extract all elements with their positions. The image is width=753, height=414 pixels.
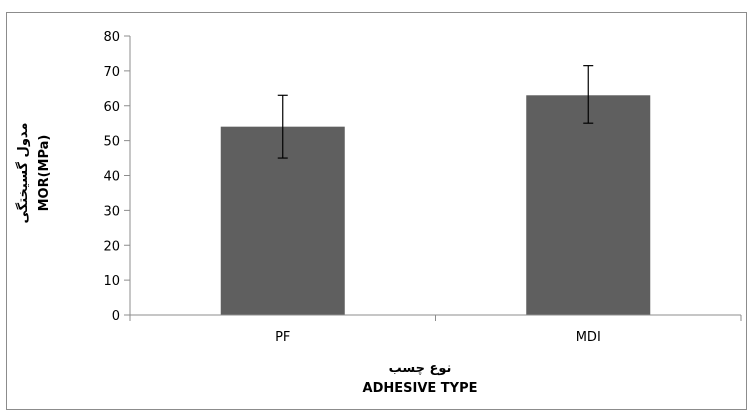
x-category-label: PF <box>275 330 290 345</box>
x-axis-labels: PF MDI <box>129 315 742 345</box>
y-axis-ticks: 0 10 20 30 40 50 60 70 80 <box>103 30 130 324</box>
bars <box>220 95 651 315</box>
y-tick-label: 40 <box>103 170 120 185</box>
y-tick-label: 20 <box>103 239 120 254</box>
y-tick-label: 10 <box>103 274 120 289</box>
y-tick-label: 0 <box>112 309 120 324</box>
error-bar-mdi <box>583 65 594 124</box>
error-bars <box>277 65 594 159</box>
x-category-label: MDI <box>576 330 601 345</box>
y-axis-title-fa: مدول گسیختگی <box>15 123 31 224</box>
y-tick-label: 50 <box>103 135 120 150</box>
y-tick-label: 30 <box>103 204 120 219</box>
y-tick-label: 80 <box>103 30 120 45</box>
y-tick-label: 60 <box>103 100 120 115</box>
y-tick-label: 70 <box>103 65 120 80</box>
y-axis-title-en: MOR(MPa) <box>37 135 52 212</box>
error-bar-pf <box>277 94 288 159</box>
x-axis-title-fa: نوع چسب <box>389 361 452 376</box>
bar-mdi <box>526 95 651 315</box>
x-axis-title-en: ADHESIVE TYPE <box>363 381 478 396</box>
